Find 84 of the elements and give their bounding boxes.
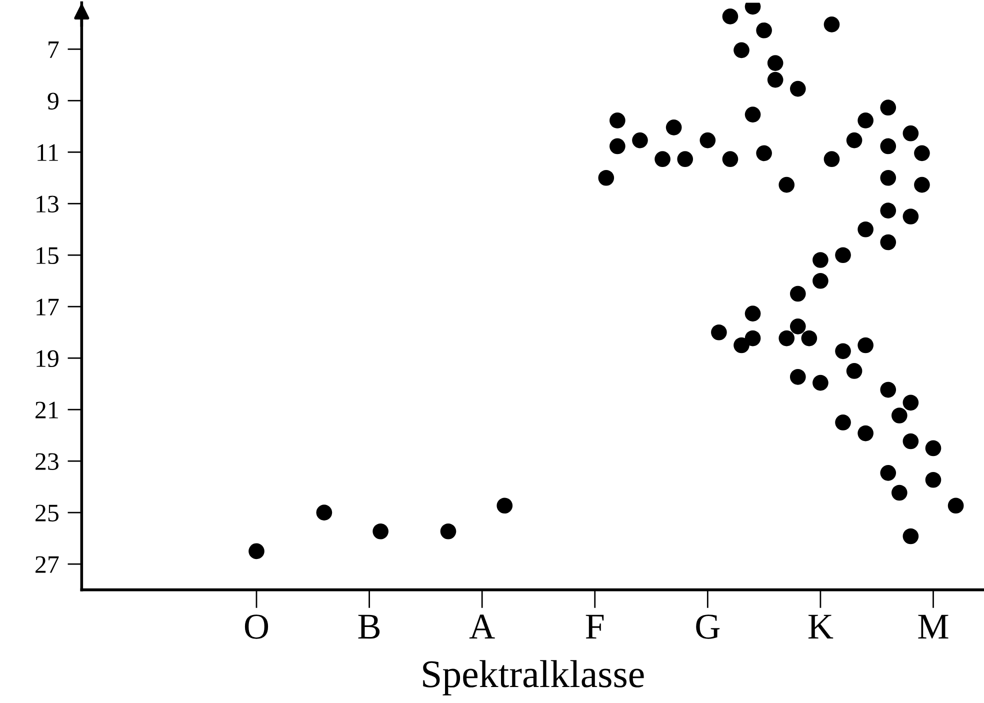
- point: [666, 120, 682, 136]
- x-tick-label: B: [358, 614, 380, 639]
- point: [880, 138, 896, 154]
- x-tick-label: A: [469, 614, 495, 638]
- point: [824, 16, 840, 32]
- point: [902, 394, 919, 411]
- point: [902, 125, 919, 142]
- point: [632, 132, 648, 148]
- point: [846, 363, 862, 379]
- point: [756, 22, 772, 38]
- point: [372, 523, 388, 540]
- point: [722, 8, 738, 24]
- point: [677, 151, 694, 168]
- point: [610, 138, 626, 154]
- point: [880, 170, 896, 186]
- point: [734, 337, 750, 354]
- point: [248, 543, 264, 560]
- y-tick-label: 23: [36, 453, 58, 470]
- point: [880, 382, 896, 398]
- point: [440, 523, 456, 540]
- point: [812, 374, 828, 391]
- y-tick-label: 9: [48, 92, 58, 110]
- point: [610, 112, 626, 128]
- point: [812, 252, 828, 268]
- point: [744, 330, 761, 346]
- point: [948, 498, 964, 514]
- point: [801, 330, 818, 346]
- y-tick-label: 21: [36, 402, 58, 418]
- point: [722, 151, 738, 168]
- point: [902, 433, 919, 450]
- point: [880, 202, 896, 218]
- point: [902, 528, 919, 544]
- point: [598, 170, 614, 186]
- point: [891, 484, 908, 501]
- point: [790, 318, 806, 334]
- point: [824, 151, 840, 168]
- point: [846, 132, 862, 148]
- point: [700, 132, 716, 148]
- point: [734, 42, 750, 58]
- point: [835, 414, 851, 430]
- point: [496, 498, 513, 514]
- point: [835, 247, 851, 264]
- y-tick-label: 27: [36, 556, 59, 573]
- point: [790, 80, 806, 97]
- x-tick-label: M: [918, 614, 948, 638]
- y-tick-label: 15: [36, 247, 58, 264]
- point: [812, 272, 828, 289]
- point: [902, 208, 919, 224]
- point: [925, 440, 942, 456]
- point: [914, 145, 930, 162]
- point: [744, 306, 761, 322]
- y-tick-label: 25: [36, 504, 58, 522]
- point: [744, 106, 761, 122]
- point: [767, 55, 784, 71]
- y-tick-label: 13: [36, 196, 58, 213]
- y-tick-label: 19: [36, 350, 58, 368]
- point: [790, 286, 806, 302]
- point: [316, 504, 332, 520]
- point: [778, 330, 795, 346]
- point: [711, 324, 727, 340]
- point: [858, 112, 874, 128]
- y-tick-label: 11: [38, 144, 58, 161]
- point: [835, 343, 851, 360]
- point: [880, 234, 896, 250]
- point: [880, 100, 896, 116]
- x-tick-label: F: [586, 614, 604, 638]
- y-tick-label: 7: [48, 41, 59, 58]
- x-axis-title: Spektralklasse: [423, 660, 644, 696]
- point: [756, 145, 772, 162]
- point: [858, 425, 874, 442]
- y-tick-label: 17: [36, 298, 59, 316]
- x-tick-label: G: [696, 614, 720, 639]
- point: [858, 221, 874, 238]
- point: [925, 472, 942, 488]
- point: [914, 176, 930, 193]
- point: [654, 151, 670, 168]
- point: [778, 176, 795, 193]
- point: [858, 337, 874, 354]
- point: [891, 408, 908, 424]
- point: [790, 368, 806, 385]
- point: [767, 72, 784, 88]
- x-tick-label: K: [808, 614, 834, 638]
- point: [880, 465, 896, 481]
- x-tick-label: O: [244, 614, 268, 639]
